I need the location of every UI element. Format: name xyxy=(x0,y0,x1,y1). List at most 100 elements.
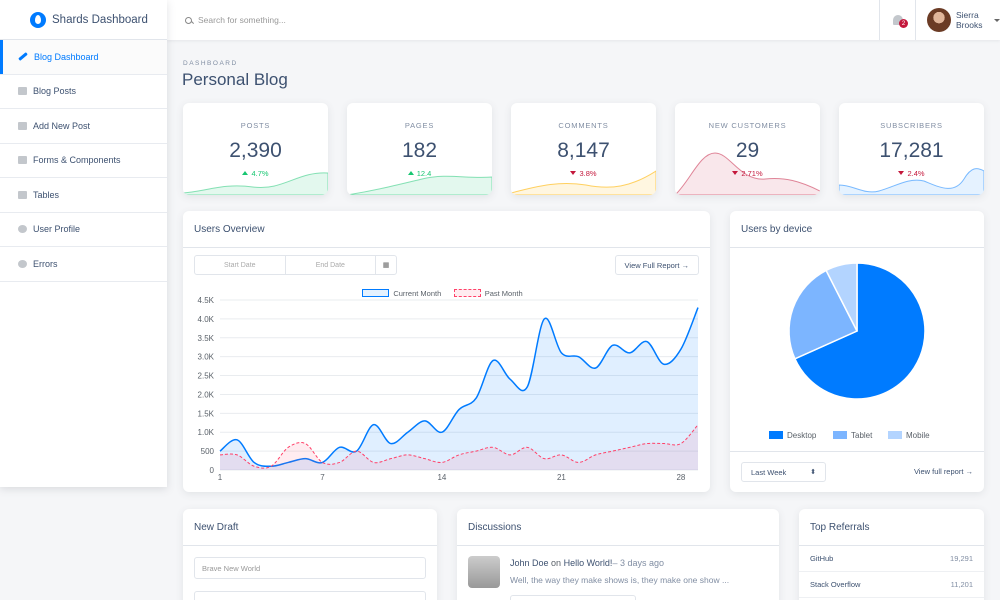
draft-title-input[interactable]: Brave New World xyxy=(194,557,426,579)
stat-card-posts: POSTS 2,390 4.7% xyxy=(183,103,328,195)
sidebar-item-label: Blog Posts xyxy=(33,86,77,97)
sidebar-item-blog-dashboard[interactable]: Blog Dashboard xyxy=(0,40,167,75)
search-icon xyxy=(185,16,192,24)
legend-swatch xyxy=(888,431,902,439)
sparkline xyxy=(183,172,328,195)
avatar xyxy=(927,8,951,32)
card-title: Users by device xyxy=(730,211,984,248)
y-tick-label: 4.5K xyxy=(198,296,215,305)
user-menu[interactable]: Sierra Brooks xyxy=(915,0,1000,40)
end-date-input[interactable]: End Date xyxy=(286,256,377,274)
x-tick-label: 1 xyxy=(218,473,223,482)
brand-title: Shards Dashboard xyxy=(52,13,148,26)
brand[interactable]: Shards Dashboard xyxy=(0,0,167,40)
sidebar-item-label: Add New Post xyxy=(33,120,91,131)
new-draft-card: New Draft Brave New World xyxy=(183,509,437,600)
arrow-down-icon xyxy=(570,171,577,175)
chart-legend: Current Month Past Month xyxy=(183,284,710,302)
search-input[interactable]: Search for something... xyxy=(198,15,286,25)
legend-swatch xyxy=(833,431,847,439)
stat-change-value: 4.7% xyxy=(251,169,269,178)
stat-change-value: 3.8% xyxy=(579,169,597,178)
pie-slice-desktop xyxy=(793,262,926,400)
stat-change-value: 2.4% xyxy=(907,169,925,178)
sidebar-item-forms-components[interactable]: Forms & Components xyxy=(0,144,167,178)
series-area-0 xyxy=(220,307,698,470)
stat-label: SUBSCRIBERS xyxy=(880,121,943,130)
stat-value: 182 xyxy=(401,139,438,162)
topbar: Search for something... 2 Sierra Brooks xyxy=(167,0,1000,40)
table-icon xyxy=(18,190,27,199)
stat-label: PAGES xyxy=(404,121,435,130)
stat-change: 3.8% xyxy=(511,169,656,178)
discussion-author[interactable]: John Doe xyxy=(510,558,549,568)
sidebar-item-label: Blog Dashboard xyxy=(34,51,99,62)
sidebar-item-label: Tables xyxy=(33,189,60,200)
list-item: GitHub 19,291 xyxy=(799,546,984,572)
search-bar[interactable]: Search for something... xyxy=(167,15,879,25)
series-area-1 xyxy=(220,424,698,470)
users-overview-card: Users Overview Start Date End Date ▦ Vie… xyxy=(183,211,710,492)
discussion-post-link[interactable]: Hello World! xyxy=(563,558,613,568)
sparkline xyxy=(347,175,492,195)
sidebar-item-label: Errors xyxy=(33,258,58,269)
discussion-actions[interactable] xyxy=(510,595,636,600)
legend-label: Tablet xyxy=(851,431,873,440)
stat-label: COMMENTS xyxy=(558,121,609,130)
pie-slice-tablet xyxy=(788,269,859,360)
card-title: Top Referrals xyxy=(799,509,984,546)
draft-editor[interactable] xyxy=(194,591,426,600)
arrow-down-icon xyxy=(898,171,905,175)
arrow-down-icon xyxy=(732,171,739,175)
list-item: Stack Overflow 11,201 xyxy=(799,572,984,598)
y-tick-label: 1.5K xyxy=(198,409,215,418)
stat-change-value: 12.4 xyxy=(416,169,432,178)
chevron-down-icon xyxy=(994,18,1000,22)
view-full-report-link[interactable]: View full report → xyxy=(913,467,973,476)
stat-change: 2.71% xyxy=(675,169,820,178)
legend-label: Desktop xyxy=(787,431,817,440)
sidebar-item-label: User Profile xyxy=(33,224,81,235)
users-overview-chart: 0 500 1.0K 1.5K 2.0K 2.5K 3.0K 3.5K 4.0K 4.5K 1 7 14… xyxy=(198,296,699,482)
stat-card-new-customers: NEW CUSTOMERS 29 2.71% xyxy=(675,103,820,195)
note-add-icon xyxy=(18,121,27,130)
stat-value: 17,281 xyxy=(879,139,944,162)
sidebar-item-user-profile[interactable]: User Profile xyxy=(0,213,167,247)
stat-value: 29 xyxy=(735,139,760,162)
range-select[interactable]: Last Week ⬍ xyxy=(741,462,826,482)
person-icon xyxy=(18,225,27,234)
card-footer-divider xyxy=(730,451,984,452)
start-date-input[interactable]: Start Date xyxy=(195,256,286,274)
legend-current-month: Current Month xyxy=(362,289,441,298)
list-icon xyxy=(18,87,27,96)
view-full-report-button[interactable]: View Full Report → xyxy=(614,255,699,275)
sidebar-item-errors[interactable]: Errors xyxy=(0,247,167,282)
stat-card-comments: COMMENTS 8,147 3.8% xyxy=(511,103,656,195)
x-tick-label: 14 xyxy=(437,473,446,482)
page-title: Personal Blog xyxy=(182,70,288,89)
page-subtitle: DASHBOARD xyxy=(183,60,238,67)
y-tick-label: 1.0K xyxy=(198,428,215,437)
card-title: Discussions xyxy=(457,509,779,546)
legend-label: Current Month xyxy=(393,288,442,298)
legend-swatch xyxy=(453,289,481,297)
y-tick-label: 0 xyxy=(210,466,215,475)
discussion-time: – 3 days ago xyxy=(612,558,664,568)
y-tick-label: 3.5K xyxy=(198,334,215,343)
avatar xyxy=(468,556,500,588)
user-name: Sierra Brooks xyxy=(956,10,983,30)
sidebar-item-blog-posts[interactable]: Blog Posts xyxy=(0,75,167,109)
stat-change-value: 2.71% xyxy=(741,169,763,178)
calendar-icon[interactable]: ▦ xyxy=(382,262,390,269)
referral-value: 19,291 xyxy=(950,554,973,563)
stat-value: 8,147 xyxy=(557,139,610,162)
sidebar-item-label: Forms & Components xyxy=(33,155,121,166)
notifications-button[interactable]: 2 xyxy=(879,0,915,40)
sidebar: Shards Dashboard Blog Dashboard Blog Pos… xyxy=(0,0,167,487)
sidebar-item-tables[interactable]: Tables xyxy=(0,178,167,213)
legend-label: Past Month xyxy=(484,288,523,298)
stat-card-subscribers: SUBSCRIBERS 17,281 2.4% xyxy=(839,103,984,195)
stat-value: 2,390 xyxy=(229,139,282,162)
stat-label: POSTS xyxy=(240,121,271,130)
sidebar-item-add-new-post[interactable]: Add New Post xyxy=(0,109,167,144)
